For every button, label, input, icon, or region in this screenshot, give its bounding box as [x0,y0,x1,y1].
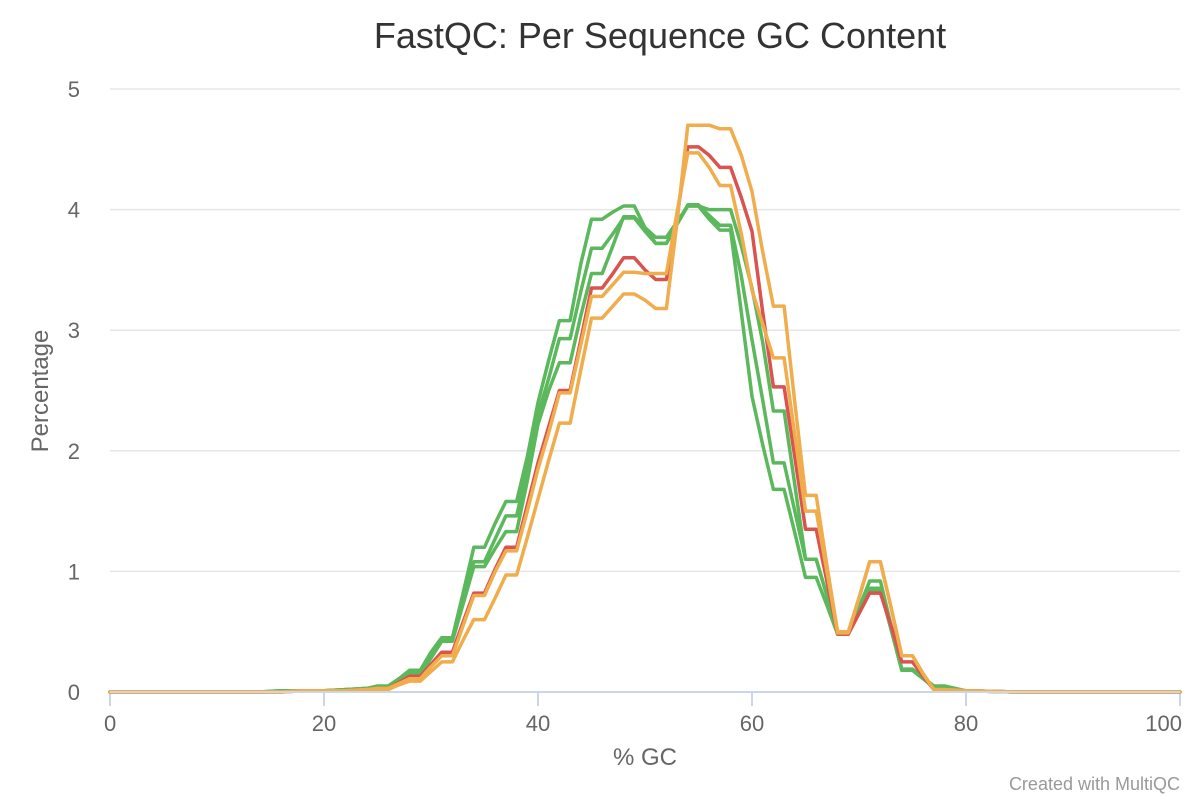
y-tick-label: 1 [68,559,80,584]
x-tick-label: 0 [104,711,116,736]
credit-text: Created with MultiQC [1009,774,1180,794]
x-tick-label: 40 [526,711,550,736]
chart-title: FastQC: Per Sequence GC Content [374,15,946,56]
x-tick-label: 20 [312,711,336,736]
x-tick-label: 60 [740,711,764,736]
x-tick-label: 100 [1145,711,1182,736]
x-tick-labels: 0 20 40 60 80 100 [104,692,1182,736]
y-tick-label: 5 [68,77,80,102]
y-tick-label: 4 [68,198,80,223]
series-line-3 [108,204,1182,694]
y-axis-label: Percentage [27,330,54,453]
x-axis-label: % GC [613,744,677,771]
series-line-2 [108,203,1182,694]
y-tick-labels: 0 1 2 3 4 5 [68,77,80,705]
grid-lines [110,88,1180,573]
series-lines [108,123,1182,694]
x-tick-label: 80 [954,711,978,736]
series-line-6 [108,123,1182,694]
y-tick-label: 0 [68,680,80,705]
y-tick-label: 3 [68,318,80,343]
y-tick-label: 2 [68,439,80,464]
series-line-1 [108,204,1182,694]
